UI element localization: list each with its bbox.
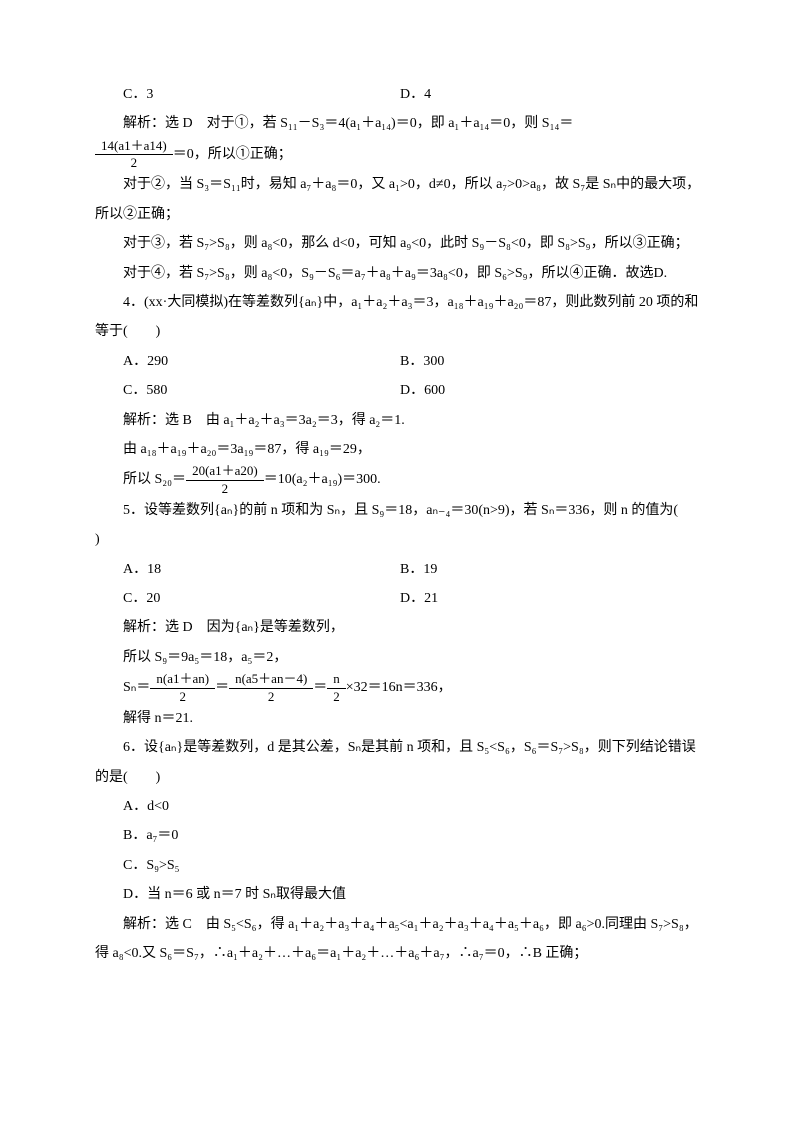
fraction: n(a1＋an) 2 <box>150 672 215 704</box>
q6-stem: 6．设{aₙ}是等差数列，d 是其公差，Sₙ是其前 n 项和，且 S₅<S₆，S… <box>95 733 705 792</box>
q6-exp: 解析：选 C 由 S₅<S₆，得 a₁＋a₂＋a₃＋a₄＋a₅<a₁＋a₂＋a₃… <box>95 910 705 969</box>
option-c: C．580 <box>95 376 400 405</box>
q3-options-cd: C．3 D．4 <box>95 80 705 109</box>
q4-exp-1: 解析：选 B 由 a₁＋a₂＋a₃＝3a₂＝3，得 a₂＝1. <box>95 406 705 435</box>
fraction: n 2 <box>327 672 346 704</box>
option-c: C．3 <box>95 80 400 109</box>
option-d: D．600 <box>400 376 705 405</box>
q4-exp-3: 所以 S₂₀＝ 20(a1＋a20) 2 ＝10(a₂＋a₁₉)＝300. <box>95 464 705 496</box>
text: ＝10(a₂＋a₁₉)＝300. <box>264 472 381 487</box>
q5-exp-1: 解析：选 D 因为{aₙ}是等差数列， <box>95 613 705 642</box>
text: 所以 S₂₀＝ <box>123 472 186 487</box>
q3-exp-4: 对于④，若 S₇>S₈，则 a₈<0，S₉－S₆＝a₇＋a₈＋a₉＝3a₈<0，… <box>95 259 705 288</box>
option-b: B．300 <box>400 347 705 376</box>
page: C．3 D．4 解析：选 D 对于①，若 S₁₁－S₃＝4(a₁＋a₁₄)＝0，… <box>0 0 800 1132</box>
q3-exp-2: 对于②，当 S₃＝S₁₁时，易知 a₇＋a₈＝0，又 a₁>0，d≠0，所以 a… <box>95 170 705 229</box>
option-a: A．18 <box>95 555 400 584</box>
q4-stem: 4．(xx·大同模拟)在等差数列{aₙ}中，a₁＋a₂＋a₃＝3，a₁₈＋a₁₉… <box>95 288 705 347</box>
option-b: B．19 <box>400 555 705 584</box>
q4-options-ab: A．290 B．300 <box>95 347 705 376</box>
q3-exp-1a: 解析：选 D 对于①，若 S₁₁－S₃＝4(a₁＋a₁₄)＝0，即 a₁＋a₁₄… <box>95 109 705 138</box>
q4-options-cd: C．580 D．600 <box>95 376 705 405</box>
q5-options-cd: C．20 D．21 <box>95 584 705 613</box>
text: ×32＝16n＝336， <box>346 680 452 695</box>
option-d: D．当 n＝6 或 n＝7 时 Sₙ取得最大值 <box>95 880 705 909</box>
option-d: D．4 <box>400 80 705 109</box>
text: Sₙ＝ <box>123 680 150 695</box>
fraction: 14(a1＋a14) 2 <box>95 139 173 171</box>
option-c: C．S₉>S₅ <box>95 851 705 880</box>
option-d: D．21 <box>400 584 705 613</box>
q3-exp-1b: 14(a1＋a14) 2 ＝0，所以①正确； <box>95 139 705 171</box>
text: ＝ <box>313 680 327 695</box>
fraction: n(a5＋an－4) 2 <box>229 672 313 704</box>
option-b: B．a₇＝0 <box>95 821 705 850</box>
text: ＝ <box>215 680 229 695</box>
text: ＝0，所以①正确； <box>173 147 292 162</box>
q5-stem: 5．设等差数列{aₙ}的前 n 项和为 Sₙ，且 S₉＝18，aₙ₋₄＝30(n… <box>95 496 705 555</box>
q5-exp-4: 解得 n＝21. <box>95 704 705 733</box>
q4-exp-2: 由 a₁₈＋a₁₉＋a₂₀＝3a₁₉＝87，得 a₁₉＝29， <box>95 435 705 464</box>
q5-exp-2: 所以 S₉＝9a₅＝18，a₅＝2， <box>95 643 705 672</box>
option-a: A．d<0 <box>95 792 705 821</box>
q5-options-ab: A．18 B．19 <box>95 555 705 584</box>
option-c: C．20 <box>95 584 400 613</box>
option-a: A．290 <box>95 347 400 376</box>
fraction: 20(a1＋a20) 2 <box>186 464 264 496</box>
q5-exp-3: Sₙ＝ n(a1＋an) 2 ＝ n(a5＋an－4) 2 ＝ n 2 ×32＝… <box>95 672 705 704</box>
q3-exp-3: 对于③，若 S₇>S₈，则 a₈<0，那么 d<0，可知 a₉<0，此时 S₉－… <box>95 229 705 258</box>
